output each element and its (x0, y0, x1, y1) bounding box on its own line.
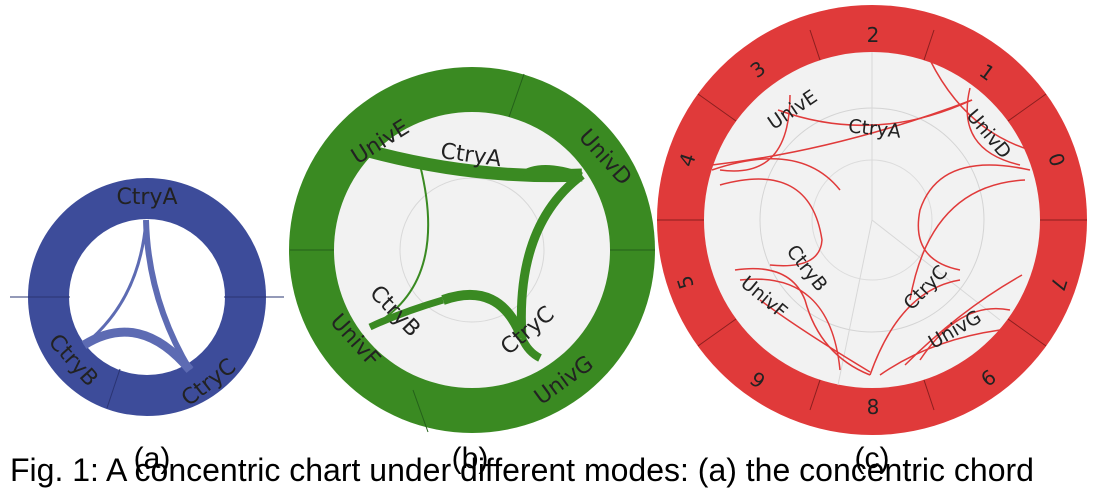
panel-b-edge (518, 336, 542, 362)
panel-c-edge (904, 274, 1023, 366)
panel-c-edge (879, 329, 1001, 376)
panel-c-edge (711, 158, 841, 191)
panel-a-segment-label: CtryA (116, 185, 177, 210)
panel-b-divider (412, 389, 429, 433)
panel-c-edge (734, 267, 871, 376)
panel-a-label: (a) (134, 442, 171, 475)
panel-c-edge (869, 279, 961, 376)
panel-b-divider (508, 73, 525, 118)
panel-c-edge (919, 307, 1011, 361)
panel-b-edge (518, 165, 583, 178)
panel-c-edge (917, 164, 1031, 271)
panel-c-divider (809, 29, 821, 61)
panel-c-edge (759, 299, 871, 373)
panel-c-edge (777, 99, 973, 126)
panel-c-segment-label: CtryA (847, 115, 902, 142)
panel-c-divider (1007, 318, 1047, 347)
panel-b-edge (516, 171, 585, 339)
panel-c-divider (923, 29, 935, 61)
panel-c-dividers (657, 29, 1087, 411)
panel-b-edge (356, 141, 583, 183)
panel-c-edges (711, 59, 1031, 376)
panel-c-edge (909, 179, 1026, 301)
figure-caption: Fig. 1: A concentric chart under differe… (10, 452, 1034, 488)
panel-b-edge (441, 289, 527, 340)
panel-b-edge (369, 164, 430, 328)
panel-c-edge (719, 178, 823, 267)
panel-c-divider (697, 93, 737, 122)
panel-c-edge (966, 87, 1021, 166)
panel-c-divider (697, 318, 737, 347)
panel-c-edge (929, 59, 1031, 151)
panel-c-ring-number: 2 (867, 23, 880, 47)
panel-a-edge (81, 327, 194, 373)
panel-c-ring-number: 8 (867, 395, 880, 419)
panel-b-label: (b) (452, 442, 489, 475)
panel-c-divider (1007, 93, 1047, 122)
panel-b-guide-circle (399, 177, 545, 323)
panel-c-edge (739, 278, 841, 371)
panel-c: UnivE CtryA UnivD CtryC UnivG UnivF Ctry… (657, 5, 1087, 475)
panel-a-divider (106, 368, 121, 409)
panel-c-divider (809, 379, 821, 411)
panel-a: CtryA CtryC CtryB (a) (10, 178, 284, 475)
panel-b: UnivE CtryA UnivD CtryC UnivG UnivF Ctry… (289, 67, 655, 475)
panel-c-guide-line (837, 219, 873, 386)
panel-c-divider (923, 379, 935, 411)
panel-c-label: (c) (855, 442, 890, 475)
